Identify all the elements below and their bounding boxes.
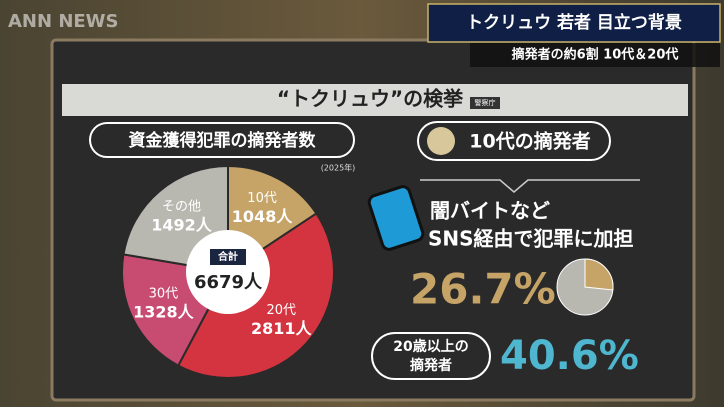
left-heading: 資金獲得犯罪の摘発者数 [129, 130, 317, 151]
small-pie-value-label: 26.7% [410, 265, 556, 314]
right-heading-pill [417, 121, 611, 161]
right-heading: 10代の摘発者 [469, 130, 590, 153]
slice-value-label: 2811人 [251, 319, 313, 338]
small-pie-chart: 26.7% [410, 258, 614, 316]
adult-label-1: 20歳以上の [393, 338, 468, 355]
total-title: 合計 [217, 250, 238, 263]
subheadline: 摘発者の約6割 10代＆20代 [512, 47, 679, 63]
source-box [470, 97, 500, 109]
adult-value: 40.6% [500, 333, 639, 379]
year: (2025年) [321, 163, 356, 173]
adult-pill [371, 332, 491, 380]
phone-icon [367, 185, 425, 251]
source: 警察庁 [475, 98, 496, 107]
headline-box [427, 3, 721, 43]
person-icon [427, 127, 455, 155]
pie-center [186, 230, 270, 314]
headline: トクリュウ 若者 目立つ背景 [466, 12, 682, 33]
left-heading-pill [89, 122, 355, 158]
logo: ANN NEWS [8, 11, 119, 32]
slice-value-label: 1048人 [232, 207, 294, 226]
board-title-bar [62, 84, 688, 116]
slice-category: 10代 [247, 191, 277, 206]
board-title: “トクリュウ”の検挙 [277, 87, 464, 111]
small-pie-slice [584, 258, 614, 291]
slice-value-label: 1328人 [133, 302, 195, 321]
slice-value-label: 1492人 [151, 216, 213, 235]
slice-category: その他 [162, 200, 201, 215]
text-line-2: SNS経由で犯罪に加担 [428, 227, 634, 251]
text-line-1: 闇バイトなど [430, 199, 550, 223]
subheadline-box [470, 43, 720, 67]
total-title-box [210, 249, 246, 265]
slice-category: 20代 [267, 303, 297, 318]
divider [420, 179, 640, 193]
slice-category: 30代 [149, 286, 179, 301]
total-label: 6679人 [194, 272, 263, 293]
adult-label-2: 摘発者 [410, 357, 452, 374]
